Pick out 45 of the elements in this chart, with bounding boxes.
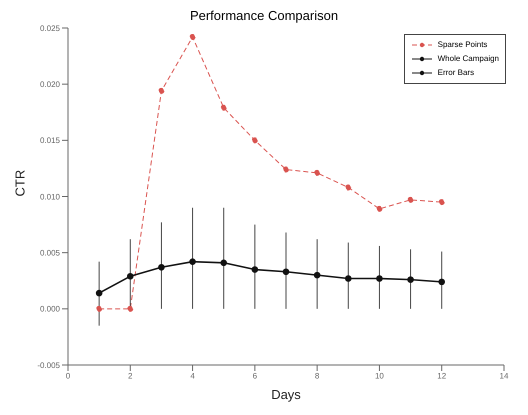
point [283,166,289,173]
point [127,306,134,312]
point [189,258,196,265]
y-tick-label: -0.005 [37,360,61,370]
legend-label: Whole Campaign [438,53,499,65]
point [96,306,102,312]
point [407,276,414,283]
point [158,264,165,271]
y-tick-label: 0.015 [40,136,61,146]
point [190,34,196,40]
y-tick-label: 0.010 [40,192,61,202]
x-tick-label: 6 [252,372,258,381]
x-tick-label: 10 [374,372,384,381]
x-tick-label: 12 [437,372,447,381]
x-tick-label: 0 [66,372,71,381]
point [408,196,414,203]
x-tick-label: 14 [500,372,509,381]
y-axis-title: CTR [12,170,28,196]
point [220,104,227,111]
y-tick-label: 0.020 [40,80,61,90]
point [314,170,320,176]
point [438,278,446,286]
point [376,275,383,282]
legend-label: Sparse Points [438,39,488,51]
point [344,275,352,282]
y-tick-label: 0.000 [40,304,61,314]
x-tick-label: 8 [314,372,320,381]
point [252,137,258,144]
point [96,290,102,296]
point [438,199,445,206]
point [345,184,352,191]
chart-title: Performance Comparison [188,8,340,24]
point [282,268,290,276]
point [126,272,134,280]
x-tick-label: 4 [190,372,196,381]
point [220,259,228,266]
legend-label: Error Bars [438,67,474,79]
x-axis-title: Days [271,387,302,402]
point [376,206,382,212]
y-tick-label: 0.005 [40,248,61,258]
point [158,88,164,94]
point [252,266,258,273]
point [314,272,320,278]
x-tick-label: 2 [128,372,134,381]
y-tick-label: 0.025 [40,24,61,33]
